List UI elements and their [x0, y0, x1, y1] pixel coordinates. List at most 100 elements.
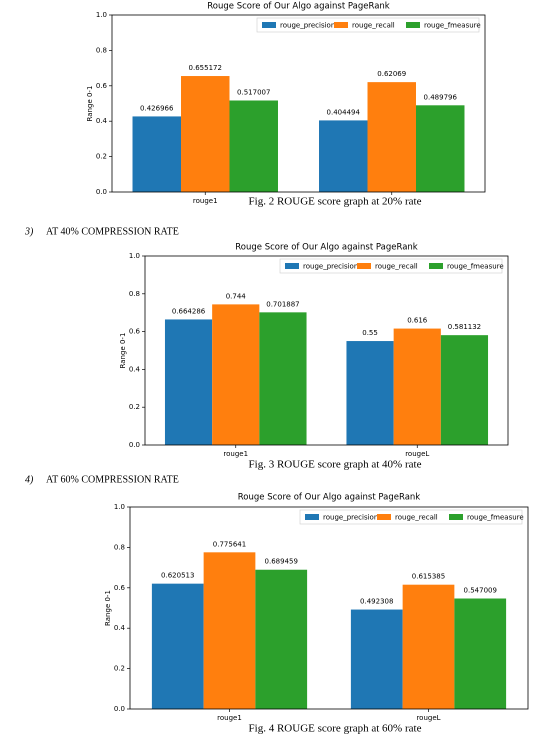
y-tick-label: 0.8	[114, 543, 125, 551]
legend-swatch	[334, 22, 348, 28]
axes-frame	[129, 506, 529, 710]
y-axis-label: Range 0-1	[104, 590, 112, 626]
chart-title: Rouge Score of Our Algo against PageRank	[235, 243, 418, 253]
y-axis-label: Range 0-1	[119, 333, 127, 369]
legend-box	[299, 509, 523, 525]
legend-label: rouge_precision	[303, 263, 358, 271]
x-tick-label: rouge1	[193, 197, 218, 205]
legend-swatch	[357, 263, 371, 269]
y-tick-label: 0.6	[96, 82, 108, 90]
legend-label: rouge_fmeasure	[467, 514, 524, 522]
bar	[393, 328, 441, 445]
y-tick-label: 0.4	[129, 365, 141, 373]
y-tick-label: 0.8	[129, 290, 140, 298]
value-label: 0.547009	[464, 587, 497, 595]
value-label: 0.744	[226, 292, 247, 300]
legend-swatch	[285, 263, 299, 269]
caption: Fig. 3 ROUGE score graph at 40% rate	[249, 459, 422, 471]
value-label: 0.655172	[189, 64, 222, 72]
heading-number: 4)	[25, 474, 34, 485]
legend-label: rouge_precision	[323, 514, 378, 522]
x-tick-label: rougeL	[405, 450, 429, 458]
y-tick-label: 0.0	[129, 441, 140, 449]
bar	[181, 76, 230, 192]
value-label: 0.689459	[265, 558, 298, 566]
legend-box	[279, 258, 503, 274]
bar	[132, 116, 182, 192]
legend-label: rouge_precision	[280, 22, 335, 30]
value-label: 0.517007	[237, 88, 270, 96]
y-axis-label: Range 0-1	[86, 86, 94, 122]
value-label: 0.664286	[172, 307, 206, 315]
legend-swatch	[262, 22, 276, 28]
value-label: 0.775641	[213, 540, 246, 548]
bar	[440, 335, 489, 445]
caption-bg	[230, 458, 440, 472]
value-label: 0.404494	[327, 108, 361, 116]
y-tick-label: 1.0	[114, 503, 125, 511]
y-tick-label: 0.2	[129, 403, 140, 411]
y-tick-label: 1.0	[129, 252, 140, 260]
legend-swatch	[429, 263, 443, 269]
bar	[319, 120, 368, 192]
caption: Fig. 4 ROUGE score graph at 60% rate	[249, 723, 422, 735]
bar	[350, 609, 403, 709]
y-tick-label: 0.4	[114, 624, 126, 632]
x-tick-label: rouge1	[223, 450, 248, 458]
y-tick-label: 0.8	[96, 46, 107, 54]
caption: Fig. 2 ROUGE score graph at 20% rate	[249, 196, 422, 208]
heading-number: 3)	[24, 226, 34, 237]
x-tick-label: rouge1	[217, 714, 242, 722]
legend-label: rouge_fmeasure	[424, 22, 481, 30]
bar	[164, 319, 213, 445]
caption-bg	[230, 722, 440, 736]
legend-swatch	[377, 514, 391, 520]
legend-swatch	[449, 514, 463, 520]
y-tick-label: 0.2	[114, 665, 125, 673]
axes-frame	[144, 255, 509, 446]
value-label: 0.615385	[412, 573, 445, 581]
legend-box	[256, 17, 480, 33]
y-tick-label: 1.0	[96, 11, 107, 19]
caption-bg	[230, 195, 440, 209]
legend-label: rouge_fmeasure	[447, 263, 504, 271]
bar	[454, 598, 507, 709]
value-label: 0.492308	[360, 598, 393, 606]
value-label: 0.489796	[424, 93, 458, 101]
bar	[203, 552, 256, 709]
bar	[402, 584, 455, 709]
legend-label: rouge_recall	[375, 263, 418, 271]
heading-text: AT 40% COMPRESSION RATE	[46, 226, 179, 237]
y-tick-label: 0.6	[129, 328, 141, 336]
y-tick-label: 0.6	[114, 584, 126, 592]
value-label: 0.55	[362, 329, 378, 337]
axes-frame	[111, 14, 486, 193]
y-tick-label: 0.4	[96, 117, 108, 125]
y-tick-label: 0.0	[96, 188, 107, 196]
value-label: 0.616	[407, 317, 428, 325]
chart-title: Rouge Score of Our Algo against PageRank	[207, 2, 390, 12]
chart-title: Rouge Score of Our Algo against PageRank	[238, 493, 421, 503]
bar	[259, 312, 307, 445]
heading-text: AT 60% COMPRESSION RATE	[46, 474, 179, 485]
x-tick-label: rougeL	[416, 714, 440, 722]
bar	[212, 304, 260, 445]
bar	[151, 583, 204, 709]
legend-swatch	[305, 514, 319, 520]
value-label: 0.426966	[140, 104, 174, 112]
value-label: 0.701887	[266, 300, 299, 308]
value-label: 0.62069	[377, 70, 406, 78]
legend-swatch	[406, 22, 420, 28]
bar	[229, 100, 278, 192]
bar	[415, 105, 465, 192]
legend-label: rouge_recall	[352, 22, 395, 30]
bar	[367, 82, 416, 192]
legend-label: rouge_recall	[395, 514, 438, 522]
value-label: 0.620513	[161, 572, 194, 580]
bar	[346, 341, 394, 445]
y-tick-label: 0.2	[96, 153, 107, 161]
value-label: 0.581132	[448, 323, 481, 331]
y-tick-label: 0.0	[114, 705, 125, 713]
bar	[255, 569, 308, 709]
